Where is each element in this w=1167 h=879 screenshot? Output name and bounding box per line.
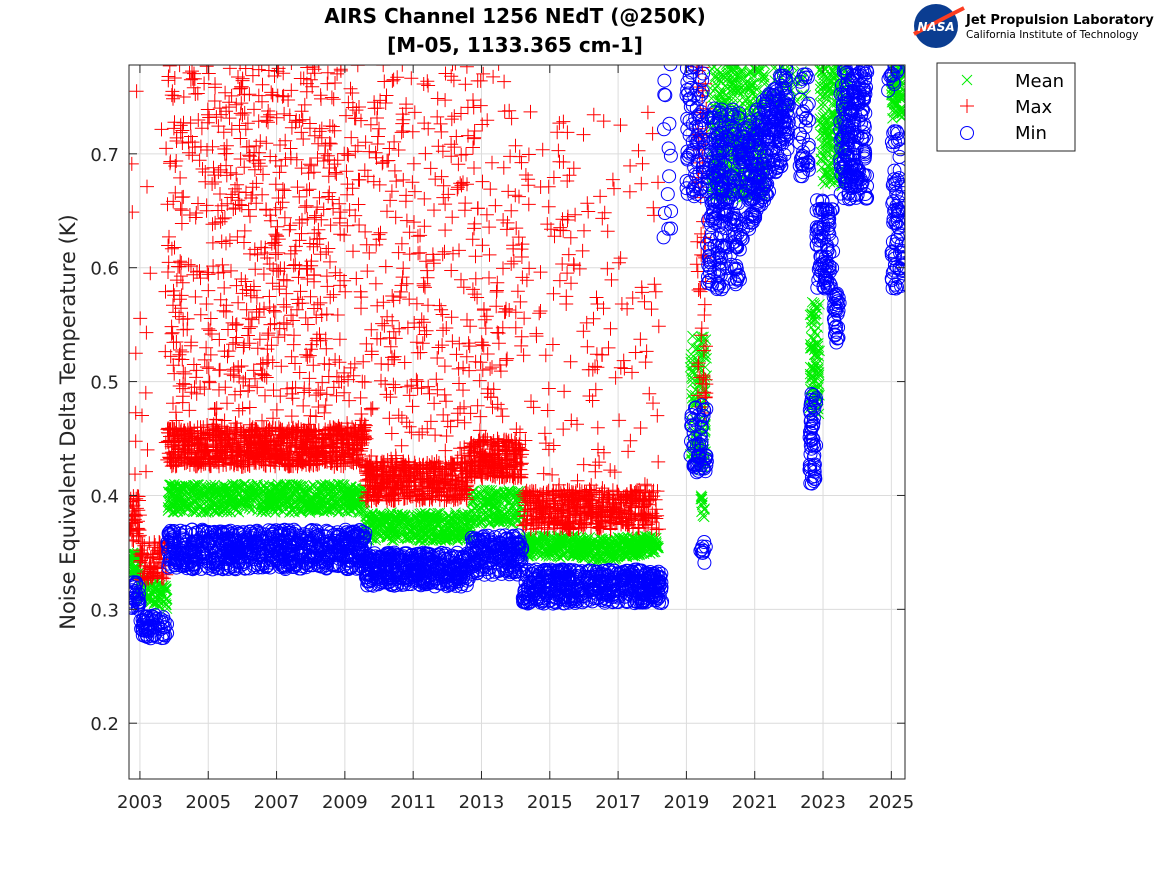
chart-subtitle: [M-05, 1133.365 cm-1]: [387, 33, 643, 57]
chart-title: AIRS Channel 1256 NEdT (@250K): [324, 4, 705, 28]
